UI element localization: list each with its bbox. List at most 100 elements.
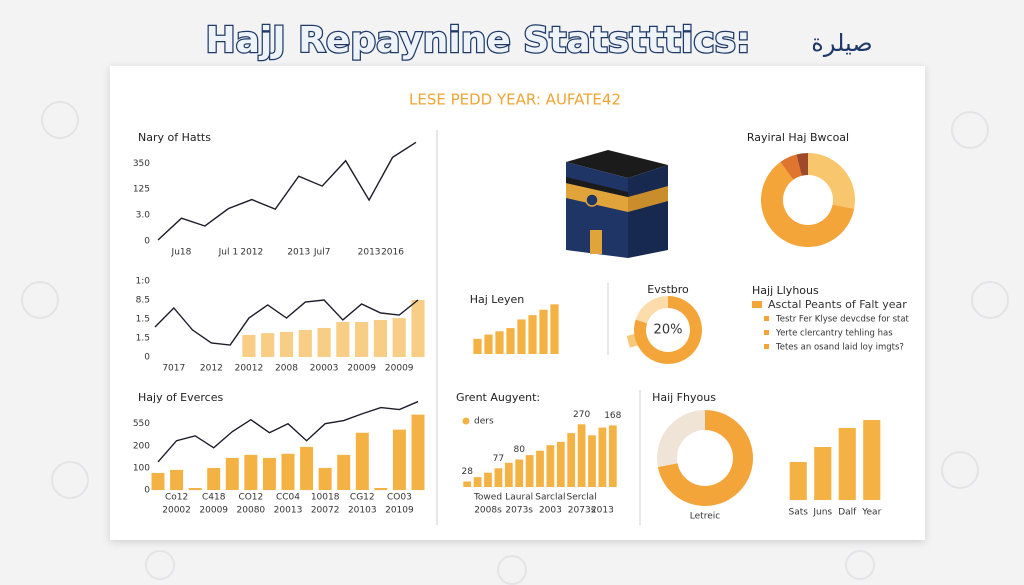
x-tick-label: 20012 xyxy=(235,364,264,374)
legend-label: ders xyxy=(474,417,494,427)
y-tick-label: 550 xyxy=(133,419,150,429)
bar xyxy=(373,319,388,357)
note-bullet xyxy=(752,301,762,308)
bar xyxy=(261,333,275,357)
bar xyxy=(262,457,276,490)
annotation: 77 xyxy=(493,454,504,464)
bar xyxy=(279,331,294,357)
bar xyxy=(188,488,202,490)
bar xyxy=(484,334,493,354)
y-tick-label: 1:0 xyxy=(136,277,151,287)
bar xyxy=(374,488,388,490)
donut-segment xyxy=(657,409,754,507)
x-tick-label: 20080 xyxy=(237,506,266,516)
kaaba-illustration xyxy=(566,150,668,258)
y-tick-label: 1.5 xyxy=(136,334,150,344)
bar xyxy=(484,472,492,487)
y-tick-label: 0 xyxy=(144,353,150,363)
bar xyxy=(473,477,482,487)
x-tick-label: 20009 xyxy=(385,364,414,374)
bar xyxy=(411,414,425,490)
donut-segment xyxy=(635,296,668,324)
chart-title: Nary of Hatts xyxy=(138,131,211,144)
donut-segment xyxy=(760,161,855,247)
background-pattern xyxy=(21,101,1009,585)
donut-segment xyxy=(796,153,808,176)
bar xyxy=(567,433,576,487)
bar xyxy=(463,481,472,487)
bar xyxy=(242,334,256,357)
note-item: Testr Fer Klyse devcdse for stat xyxy=(775,315,910,325)
donut-center-label: 20% xyxy=(654,323,683,338)
bar xyxy=(392,318,406,357)
bar xyxy=(539,309,548,354)
donut-segment xyxy=(780,154,802,180)
bar xyxy=(556,441,565,487)
x-tick-label: 20103 xyxy=(348,506,377,516)
chart-title: Rayiral Haj Bwcoal xyxy=(747,131,849,144)
notes-title: Hajj Llyhous xyxy=(752,284,819,297)
bar xyxy=(608,425,617,487)
x-tick-label: 2003 xyxy=(539,506,562,516)
x-tick-label: 20003 xyxy=(310,364,339,374)
bar xyxy=(515,459,524,487)
bar xyxy=(863,420,881,500)
bar xyxy=(170,469,184,490)
x-tick-label: 2013 xyxy=(591,506,614,516)
x-tick-label: 2012 xyxy=(200,364,223,374)
y-tick-label: 200 xyxy=(133,441,150,451)
bar xyxy=(318,467,332,490)
line xyxy=(157,400,419,463)
subtitle: LESE PEDD YEAR: AUFATE42 xyxy=(409,91,621,109)
chart-title: Haj Leyen xyxy=(470,293,525,306)
bar xyxy=(525,455,534,487)
bar xyxy=(789,462,807,500)
x-tick-label: CO03 xyxy=(387,493,412,503)
y-tick-label: 0 xyxy=(144,486,150,496)
line xyxy=(154,299,419,346)
x-tick-label: 2013 xyxy=(358,248,381,258)
bar xyxy=(838,428,856,500)
annotation: 270 xyxy=(573,410,590,420)
bar xyxy=(506,328,515,354)
x-tick-label: Jul 1 xyxy=(218,248,238,258)
x-tick-label: 2008 xyxy=(275,364,298,374)
bar xyxy=(355,322,369,357)
bar xyxy=(336,322,350,357)
bar xyxy=(495,331,504,354)
x-tick-label: 20009 xyxy=(347,364,376,374)
x-tick-label: Year xyxy=(861,508,881,518)
x-tick-label: CC04 xyxy=(276,493,300,503)
x-tick-label: 20009 xyxy=(199,506,228,516)
y-tick-label: 100 xyxy=(133,463,150,473)
y-tick-label: 125 xyxy=(133,185,150,195)
note-bullet xyxy=(764,316,769,321)
bar xyxy=(517,319,526,354)
bar xyxy=(814,447,832,500)
bar xyxy=(355,432,369,490)
note-bullet xyxy=(764,330,769,335)
bar xyxy=(225,457,239,490)
y-tick-label: 1.5 xyxy=(136,315,150,325)
annotation: 28 xyxy=(461,467,473,477)
donut-segment xyxy=(808,153,855,209)
note-bullet xyxy=(764,344,769,349)
bar xyxy=(337,454,351,490)
bar xyxy=(550,304,559,354)
donut-segment xyxy=(633,296,702,364)
donut-label: Letreic xyxy=(690,512,720,522)
bar xyxy=(494,468,503,487)
bar xyxy=(392,429,406,490)
x-tick-label: Serclal xyxy=(566,493,596,503)
x-tick-label: CO12 xyxy=(238,493,263,503)
chart-title: Evstbro xyxy=(647,283,689,296)
bar xyxy=(536,450,544,487)
bar xyxy=(298,330,312,357)
notes-panel: Hajj Llyhous xyxy=(752,284,819,297)
annotation: 80 xyxy=(513,445,525,455)
x-tick-label: Juns xyxy=(812,508,832,518)
bar xyxy=(411,300,425,357)
x-tick-label: Ju18 xyxy=(171,248,192,258)
